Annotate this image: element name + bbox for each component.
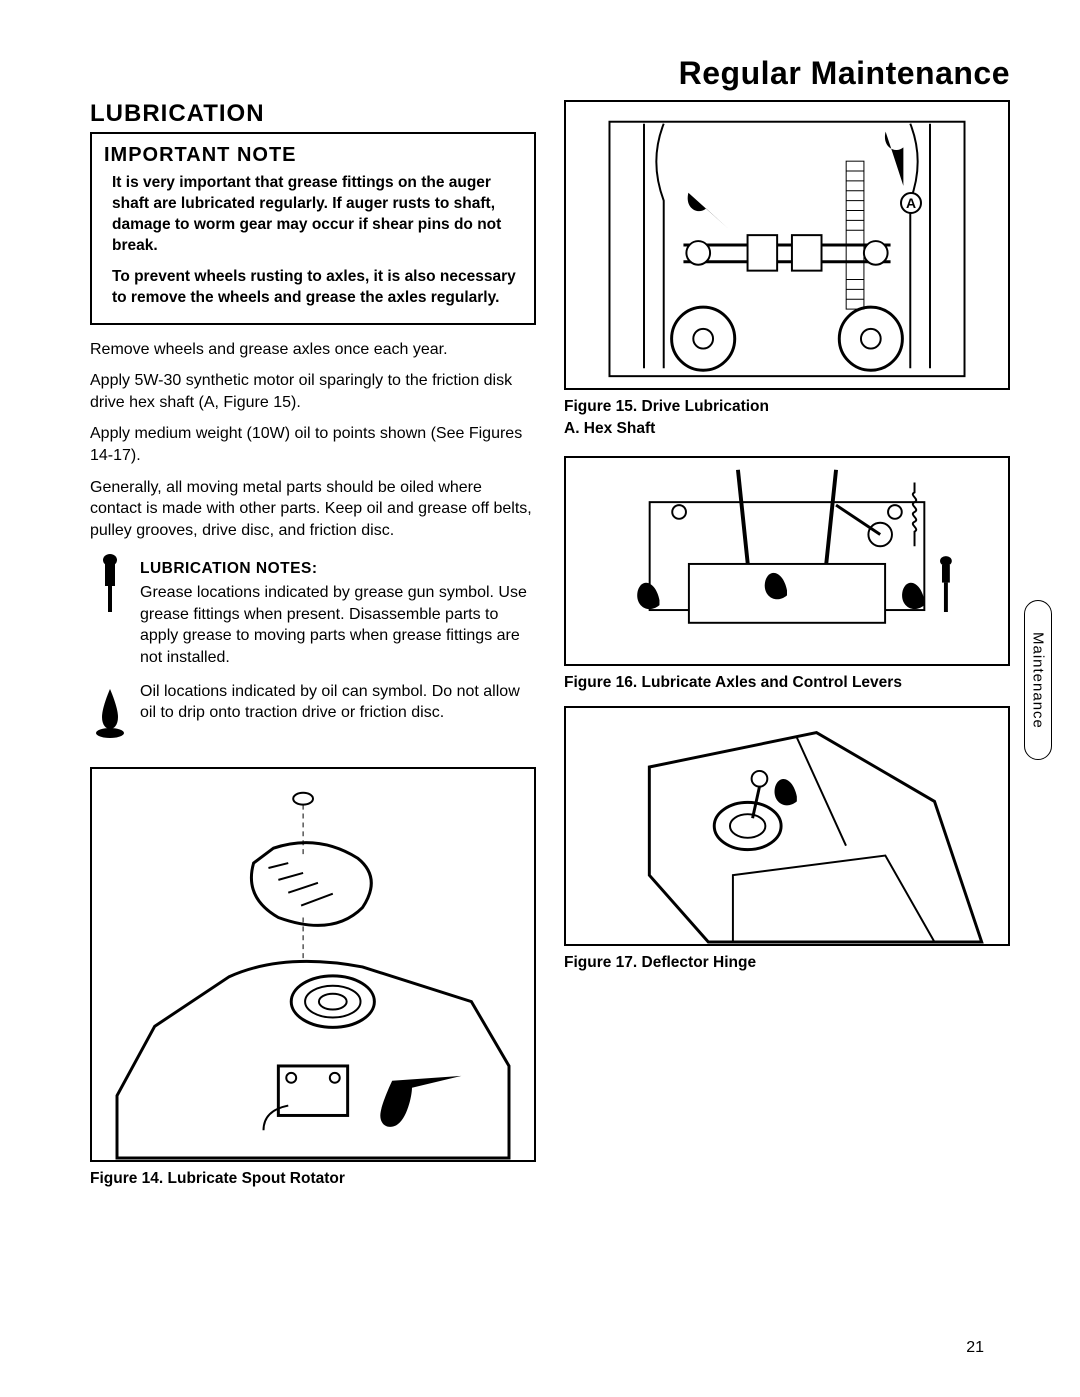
figure-17-diagram: [566, 708, 1008, 944]
figure-14-caption: Figure 14. Lubricate Spout Rotator: [90, 1170, 536, 1188]
grease-gun-icon: [90, 551, 130, 615]
section-heading-lubrication: LUBRICATION: [90, 100, 536, 128]
figure-15-subcaption: A. Hex Shaft: [564, 420, 1010, 438]
important-note-title: Important Note: [104, 144, 522, 167]
body-p4: Generally, all moving metal parts should…: [90, 477, 536, 542]
lubrication-notes-oil-text: Oil locations indicated by oil can symbo…: [140, 681, 536, 724]
lubrication-notes-oil-row: Oil locations indicated by oil can symbo…: [90, 681, 536, 745]
figure-17-box: [564, 706, 1010, 946]
figure-16-caption: Figure 16. Lubricate Axles and Control L…: [564, 674, 1010, 692]
lubrication-notes-heading: LUBRICATION NOTES:: [140, 559, 536, 580]
page-header-title: Regular Maintenance: [90, 55, 1010, 92]
lubrication-notes-block: LUBRICATION NOTES: Grease locations indi…: [140, 551, 536, 668]
lubrication-notes-grease-text: Grease locations indicated by grease gun…: [140, 584, 527, 666]
left-column: LUBRICATION Important Note It is very im…: [90, 100, 536, 1192]
figure-16-diagram: [566, 458, 1008, 664]
side-tab-maintenance: Maintenance: [1024, 600, 1052, 760]
figure-17-caption: Figure 17. Deflector Hinge: [564, 954, 1010, 972]
important-note-p2: To prevent wheels rusting to axles, it i…: [112, 267, 522, 309]
side-tab-label: Maintenance: [1030, 632, 1047, 729]
figure-15-diagram: [566, 102, 1008, 388]
oil-can-icon: [90, 681, 130, 745]
important-note-box: Important Note It is very important that…: [90, 132, 536, 325]
body-p1: Remove wheels and grease axles once each…: [90, 339, 536, 361]
figure-16-box: [564, 456, 1010, 666]
manual-page: Regular Maintenance LUBRICATION Importan…: [0, 0, 1080, 1397]
body-p2: Apply 5W-30 synthetic motor oil sparingl…: [90, 370, 536, 413]
important-note-p1: It is very important that grease fitting…: [112, 173, 522, 257]
right-column: A Figure 15. Drive Lubrication A. Hex Sh…: [564, 100, 1010, 1192]
page-number: 21: [966, 1339, 984, 1357]
two-column-layout: LUBRICATION Important Note It is very im…: [90, 100, 1010, 1192]
lubrication-notes-grease-row: LUBRICATION NOTES: Grease locations indi…: [90, 551, 536, 668]
figure-15-callout-a: A: [900, 192, 922, 214]
figure-15-caption: Figure 15. Drive Lubrication: [564, 398, 1010, 416]
body-p3: Apply medium weight (10W) oil to points …: [90, 423, 536, 466]
figure-15-box: A: [564, 100, 1010, 390]
figure-14-diagram: [92, 769, 534, 1160]
figure-14-box: [90, 767, 536, 1162]
